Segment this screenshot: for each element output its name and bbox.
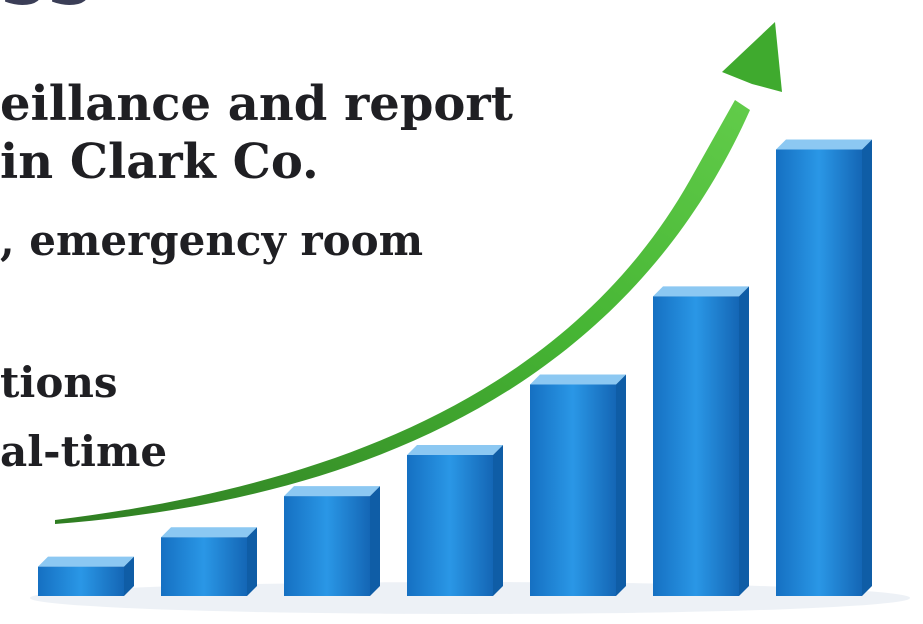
bar-4 (407, 445, 503, 596)
bullet-line-4: tions (0, 358, 118, 407)
slide-title-fragment: SS (0, 0, 94, 16)
bar-2 (161, 527, 257, 596)
bullet-line-1: eillance and report (0, 76, 513, 132)
bar-7 (776, 139, 872, 596)
trend-arrow-shaft (55, 100, 750, 524)
trend-arrow-layer (55, 22, 782, 524)
bullet-line-5: al-time (0, 427, 168, 476)
trend-arrow-head (722, 22, 782, 92)
bar-6 (653, 286, 749, 596)
bar-1 (38, 556, 134, 596)
bar-5 (530, 374, 626, 596)
bullet-line-3: , emergency room (0, 216, 424, 265)
bar-3 (284, 486, 380, 596)
bars-layer (38, 139, 872, 596)
bullet-line-2: in Clark Co. (0, 134, 319, 190)
